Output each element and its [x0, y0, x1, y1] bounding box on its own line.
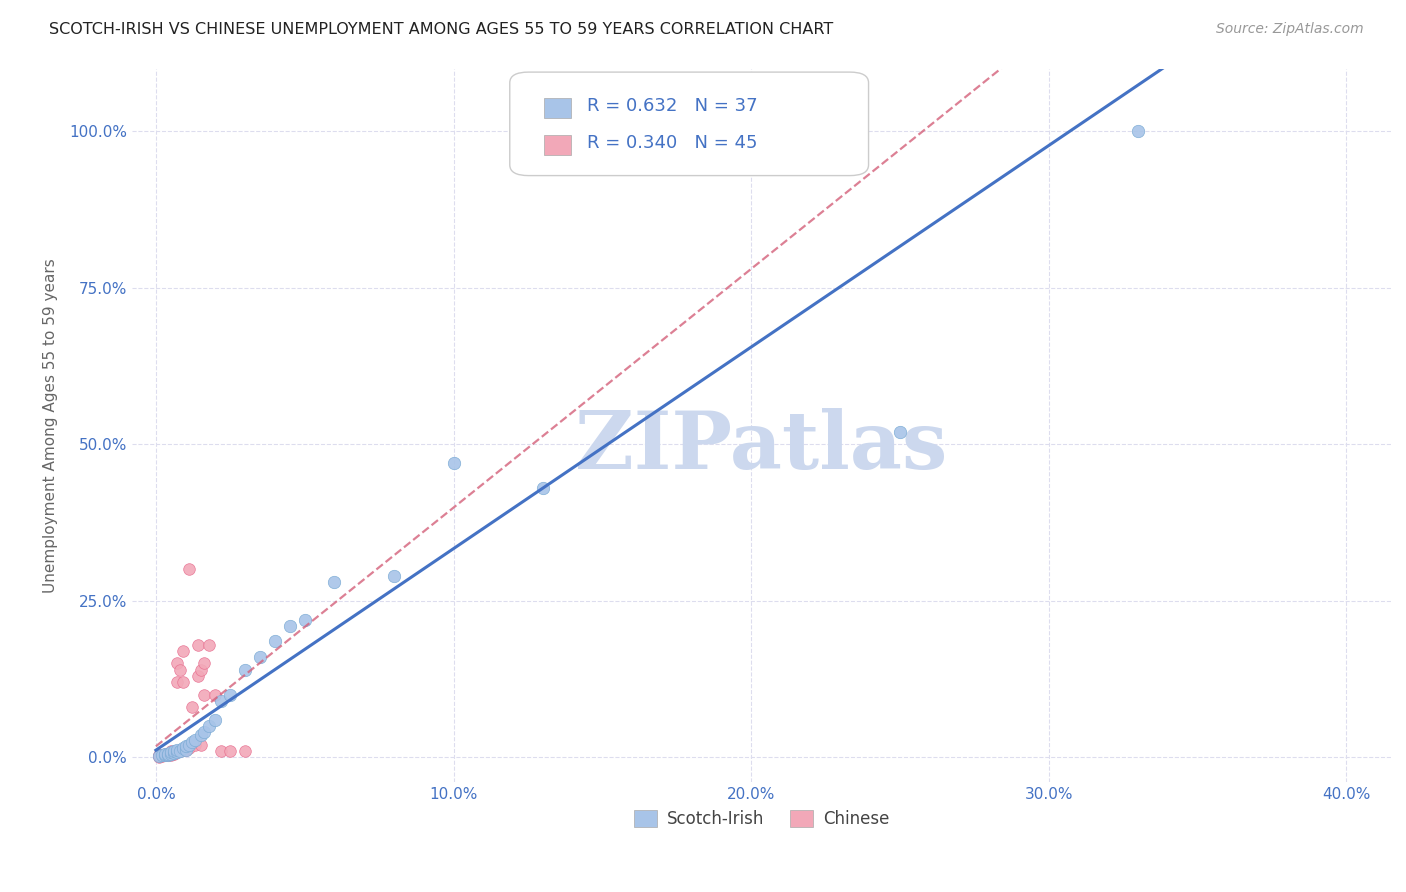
Point [148, 749, 170, 764]
Point [187, 638, 209, 652]
Point [233, 663, 256, 677]
Point [382, 568, 405, 582]
Point [166, 743, 188, 757]
Text: Source: ZipAtlas.com: Source: ZipAtlas.com [1216, 22, 1364, 37]
Point [294, 613, 316, 627]
Point [150, 748, 173, 763]
Point [153, 748, 176, 763]
Point [169, 663, 191, 677]
Text: R = 0.340   N = 45: R = 0.340 N = 45 [586, 134, 756, 152]
Point [156, 747, 179, 762]
Point [198, 719, 221, 733]
Point [163, 745, 186, 759]
Point [163, 746, 186, 760]
Point [198, 638, 221, 652]
Point [159, 745, 181, 759]
Point [156, 747, 179, 761]
Point [166, 675, 188, 690]
Point [193, 657, 215, 671]
Point [204, 688, 226, 702]
Point [183, 738, 205, 752]
Point [204, 713, 226, 727]
Text: R = 0.632   N = 37: R = 0.632 N = 37 [586, 97, 758, 115]
Point [443, 456, 465, 470]
FancyBboxPatch shape [544, 135, 571, 155]
Point [219, 688, 242, 702]
Point [156, 747, 179, 761]
Point [531, 481, 554, 495]
Point [150, 747, 173, 762]
Point [193, 725, 215, 739]
Point [187, 669, 209, 683]
Point [1126, 124, 1149, 138]
Point [159, 747, 181, 761]
Point [177, 738, 200, 752]
Point [172, 740, 194, 755]
Point [153, 747, 176, 761]
Point [172, 675, 194, 690]
Point [233, 744, 256, 758]
Point [159, 747, 181, 761]
Point [174, 739, 197, 753]
Point [150, 747, 173, 762]
Point [889, 425, 911, 439]
Point [148, 748, 170, 763]
Text: ZIPatlas: ZIPatlas [575, 408, 948, 486]
Point [150, 749, 173, 764]
Point [159, 745, 181, 759]
Point [190, 728, 212, 742]
Point [166, 657, 188, 671]
Point [148, 748, 170, 763]
Point [190, 738, 212, 752]
Point [177, 562, 200, 576]
Point [177, 740, 200, 755]
Point [163, 744, 186, 758]
Point [153, 747, 176, 761]
Point [148, 749, 170, 764]
FancyBboxPatch shape [544, 98, 571, 118]
Point [153, 748, 176, 763]
Point [180, 734, 202, 748]
Point [681, 124, 703, 138]
Point [156, 748, 179, 763]
Point [169, 744, 191, 758]
Point [150, 748, 173, 763]
Point [193, 688, 215, 702]
Point [278, 619, 301, 633]
Point [174, 743, 197, 757]
Text: SCOTCH-IRISH VS CHINESE UNEMPLOYMENT AMONG AGES 55 TO 59 YEARS CORRELATION CHART: SCOTCH-IRISH VS CHINESE UNEMPLOYMENT AMO… [49, 22, 834, 37]
Point [174, 743, 197, 757]
Y-axis label: Unemployment Among Ages 55 to 59 years: Unemployment Among Ages 55 to 59 years [44, 258, 58, 593]
Legend: Scotch-Irish, Chinese: Scotch-Irish, Chinese [627, 803, 896, 835]
Point [159, 744, 181, 758]
Point [148, 749, 170, 764]
Point [180, 700, 202, 714]
Point [249, 650, 271, 665]
Point [209, 744, 232, 758]
Point [169, 744, 191, 758]
Point [156, 747, 179, 762]
Point [163, 747, 186, 761]
Point [166, 745, 188, 759]
Point [323, 574, 346, 589]
Point [209, 694, 232, 708]
Point [159, 747, 181, 761]
Point [159, 747, 181, 762]
Point [148, 749, 170, 764]
Point [166, 745, 188, 759]
Point [172, 644, 194, 658]
Point [183, 732, 205, 747]
Point [190, 663, 212, 677]
Point [219, 744, 242, 758]
Point [153, 747, 176, 762]
Point [264, 634, 287, 648]
FancyBboxPatch shape [510, 72, 869, 176]
